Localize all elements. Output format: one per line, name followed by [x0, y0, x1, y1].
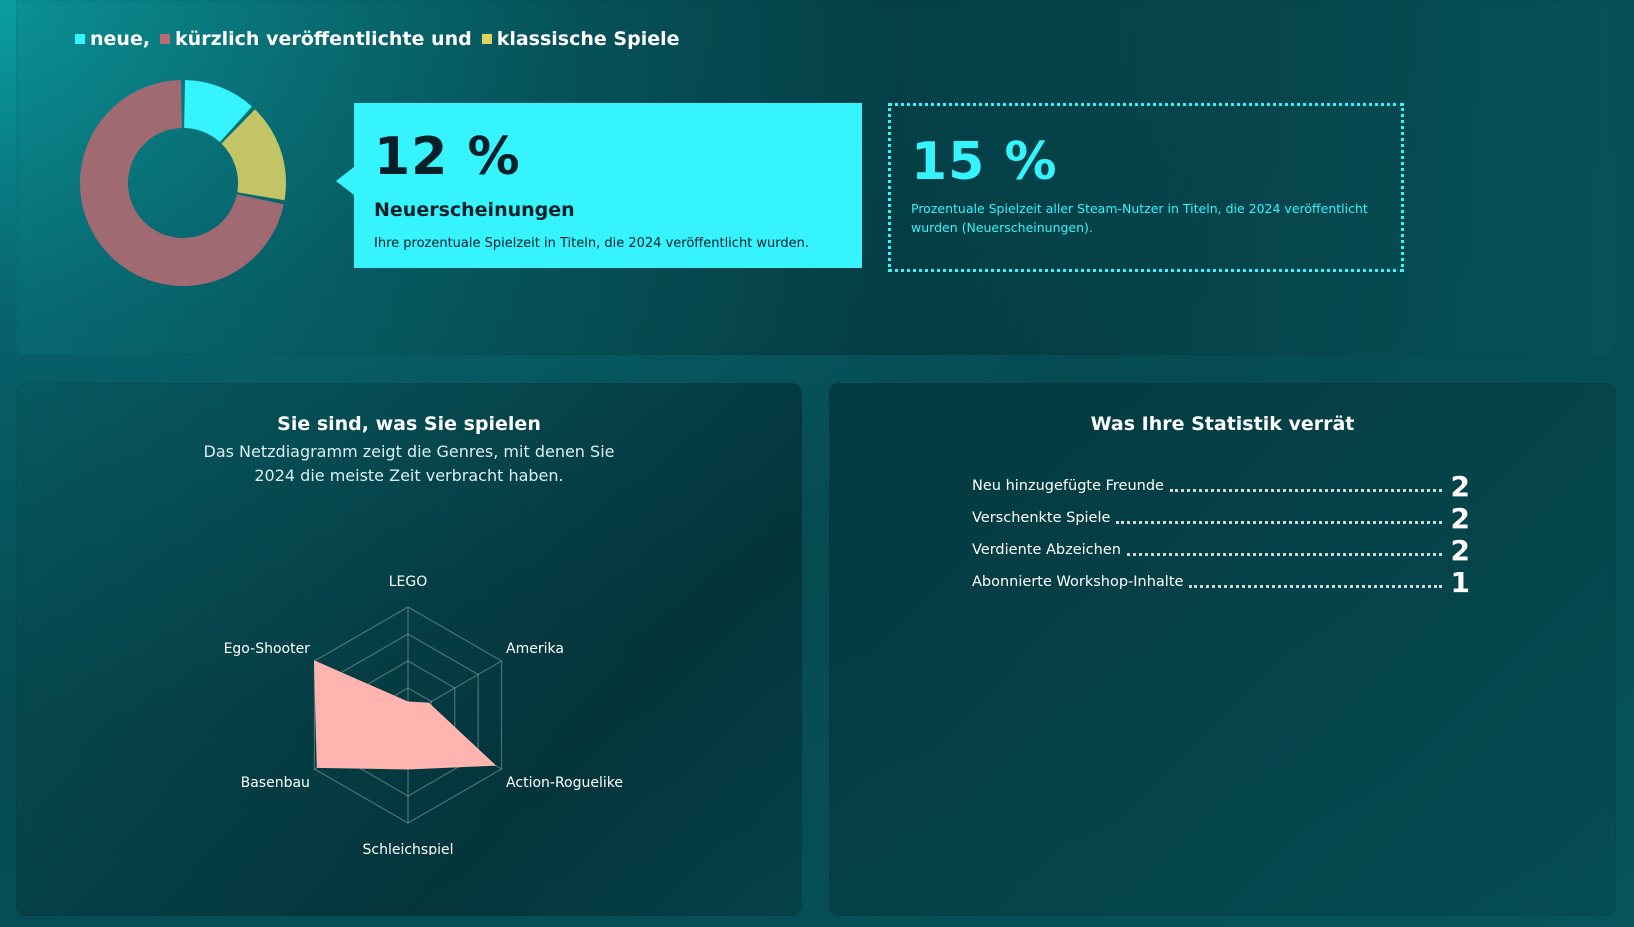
stat-value: 2 [1450, 469, 1470, 503]
radar-title: Sie sind, was Sie spielen [277, 413, 541, 435]
donut-slice-1 [221, 109, 286, 201]
radar-data-area [313, 660, 497, 770]
legend-label-classic: klassische Spiele [496, 28, 680, 50]
donut-slice-0 [184, 80, 252, 143]
radar-label-3: Schleichspiel [363, 842, 454, 855]
stats-title: Was Ihre Statistik verrät [1090, 413, 1355, 435]
stat-leader-dots [1126, 552, 1442, 556]
new-releases-percent: 12 % [374, 127, 521, 187]
legend-item-new: neue, [75, 28, 150, 50]
stat-value: 1 [1450, 565, 1470, 599]
radar-label-2: Action-Roguelike [506, 775, 623, 791]
stat-label: Neu hinzugefügte Freunde [972, 478, 1164, 494]
stat-row-badges: Verdiente Abzeichen 2 [972, 533, 1470, 567]
statistics-panel [829, 383, 1616, 916]
radar-label-1: Amerika [506, 641, 564, 657]
stats-list: Neu hinzugefügte Freunde 2 Verschenkte S… [972, 469, 1470, 599]
stat-label: Verdiente Abzeichen [972, 542, 1121, 558]
genre-radar-panel [16, 383, 802, 916]
stat-row-workshop: Abonnierte Workshop-Inhalte 1 [972, 565, 1470, 599]
legend-label-new: neue, [90, 28, 151, 50]
stat-leader-dots [1116, 520, 1442, 524]
donut-slice-2 [80, 80, 284, 286]
legend-item-recent: kürzlich veröffentlichte und [160, 28, 472, 50]
legend-swatch-new [75, 34, 85, 44]
stat-leader-dots [1169, 488, 1442, 492]
stat-row-friends: Neu hinzugefügte Freunde 2 [972, 469, 1470, 503]
playtime-donut-chart [80, 80, 286, 286]
stat-label: Verschenkte Spiele [972, 510, 1111, 526]
legend-swatch-classic [481, 34, 492, 44]
stat-value: 2 [1450, 501, 1470, 535]
stat-leader-dots [1189, 584, 1442, 588]
stat-label: Abonnierte Workshop-Inhalte [972, 574, 1184, 590]
new-releases-callout: 12 % Neuerscheinungen Ihre prozentuale S… [336, 103, 862, 268]
stat-row-gifted: Verschenkte Spiele 2 [972, 501, 1470, 535]
genre-radar-chart: LEGO Amerika Action-Roguelike Schleichspiel… [224, 574, 623, 855]
new-releases-title: Neuerscheinungen [374, 199, 575, 221]
new-releases-description: Ihre prozentuale Spielzeit in Titeln, di… [374, 236, 810, 251]
radar-label-4: Basenbau [241, 775, 310, 791]
steam-average-percent: 15 % [911, 132, 1058, 192]
legend-item-classic: klassische Spiele [481, 28, 680, 50]
stat-value: 2 [1450, 533, 1470, 567]
steam-average-box: 15 % Prozentuale Spielzeit aller Steam-N… [888, 103, 1404, 272]
legend-label-recent: kürzlich veröffentlichte und [175, 28, 472, 50]
radar-label-0: LEGO [389, 574, 428, 590]
radar-label-5: Ego-Shooter [224, 641, 311, 657]
steam-average-description: Prozentuale Spielzeit aller Steam-Nutzer… [911, 201, 1368, 235]
radar-subtitle: Das Netzdiagramm zeigt die Genres, mit d… [203, 442, 615, 485]
legend-swatch-recent [160, 34, 171, 44]
donut-legend: neue, kürzlich veröffentlichte und klass… [75, 28, 684, 50]
